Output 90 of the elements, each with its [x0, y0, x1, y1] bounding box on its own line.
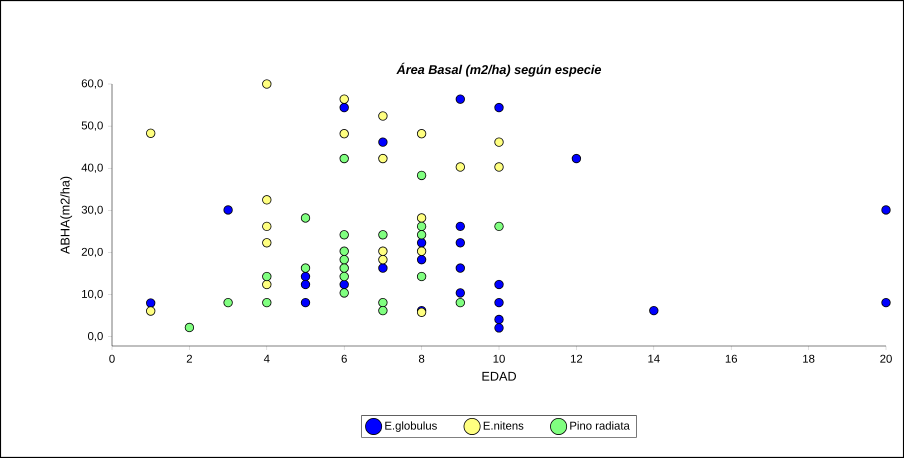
- point: [262, 280, 272, 290]
- point: [340, 254, 349, 264]
- y-tick-label: 20,0: [82, 248, 103, 258]
- x-tick-label: 12: [570, 354, 582, 363]
- point: [416, 129, 426, 138]
- x-tick-label: 20: [880, 354, 892, 363]
- x-tick-label: 6: [342, 354, 347, 363]
- x-tick-label: 16: [726, 354, 738, 363]
- point: [262, 238, 272, 248]
- point: [456, 222, 465, 232]
- legend-label: E.globulus: [385, 421, 437, 432]
- point: [881, 298, 891, 308]
- point: [262, 298, 272, 308]
- point: [262, 79, 272, 89]
- x-tick-label: 4: [264, 354, 270, 363]
- point: [456, 298, 465, 308]
- chart-title: Área Basal (m2/ha) según especie: [396, 62, 602, 77]
- point: [416, 230, 426, 240]
- legend-label: Pino radiata: [570, 421, 630, 430]
- legend-label: E.nitens: [484, 421, 524, 430]
- point: [416, 238, 426, 248]
- y-tick-label: 40,0: [81, 164, 103, 173]
- x-tick-label: 18: [803, 354, 814, 363]
- point: [572, 154, 582, 164]
- point: [340, 230, 349, 240]
- point: [494, 137, 504, 147]
- point: [416, 246, 426, 256]
- point: [456, 288, 465, 298]
- point: [340, 129, 349, 138]
- point: [300, 213, 310, 223]
- x-tick-label: 2: [186, 354, 192, 363]
- point: [146, 298, 156, 308]
- point: [494, 314, 504, 324]
- point: [378, 263, 388, 273]
- point: [340, 272, 349, 282]
- point: [494, 280, 504, 290]
- point: [378, 246, 388, 256]
- point: [494, 298, 504, 308]
- point: [223, 205, 233, 215]
- point: [378, 254, 388, 264]
- point: [378, 230, 388, 240]
- y-tick-label: 30,0: [82, 206, 103, 216]
- x-tick-label: 0: [109, 354, 115, 363]
- point: [300, 272, 310, 282]
- point: [378, 111, 388, 121]
- y-tick-label: 60,0: [82, 79, 103, 89]
- point: [262, 272, 272, 282]
- point: [456, 263, 465, 273]
- point: [494, 102, 504, 112]
- point: [340, 154, 349, 164]
- point: [262, 222, 272, 232]
- point: [456, 238, 465, 248]
- point: [378, 306, 388, 316]
- y-tick-label: 50,0: [82, 121, 103, 131]
- point: [649, 306, 658, 316]
- y-tick-label: 10,0: [82, 290, 103, 300]
- point: [340, 94, 349, 104]
- point: [262, 195, 272, 204]
- point: [340, 288, 349, 298]
- point: [340, 280, 349, 290]
- point: [416, 213, 426, 223]
- point: [223, 298, 233, 308]
- point: [494, 323, 504, 333]
- point: [300, 280, 310, 290]
- y-axis-title: ABHA(m2/ha): [60, 176, 72, 254]
- point: [416, 254, 426, 264]
- x-tick-label: 14: [648, 354, 660, 363]
- point: [416, 222, 426, 232]
- point: [340, 246, 349, 256]
- point: [456, 162, 465, 172]
- point: [881, 205, 891, 215]
- point: [146, 128, 156, 138]
- point: [184, 322, 194, 332]
- point: [456, 94, 465, 104]
- point: [378, 154, 388, 164]
- point: [416, 170, 426, 180]
- y-tick-label: 0,0: [88, 332, 103, 342]
- point: [300, 263, 310, 273]
- x-axis-title: EDAD: [482, 372, 516, 381]
- point: [378, 298, 388, 308]
- point: [494, 162, 504, 172]
- x-tick-label: 8: [418, 354, 424, 363]
- point: [378, 137, 388, 147]
- point: [300, 298, 310, 308]
- point: [494, 222, 504, 232]
- point: [146, 306, 156, 316]
- point: [416, 272, 426, 282]
- point: [340, 102, 349, 112]
- x-tick-label: 10: [494, 354, 505, 363]
- point: [340, 263, 349, 273]
